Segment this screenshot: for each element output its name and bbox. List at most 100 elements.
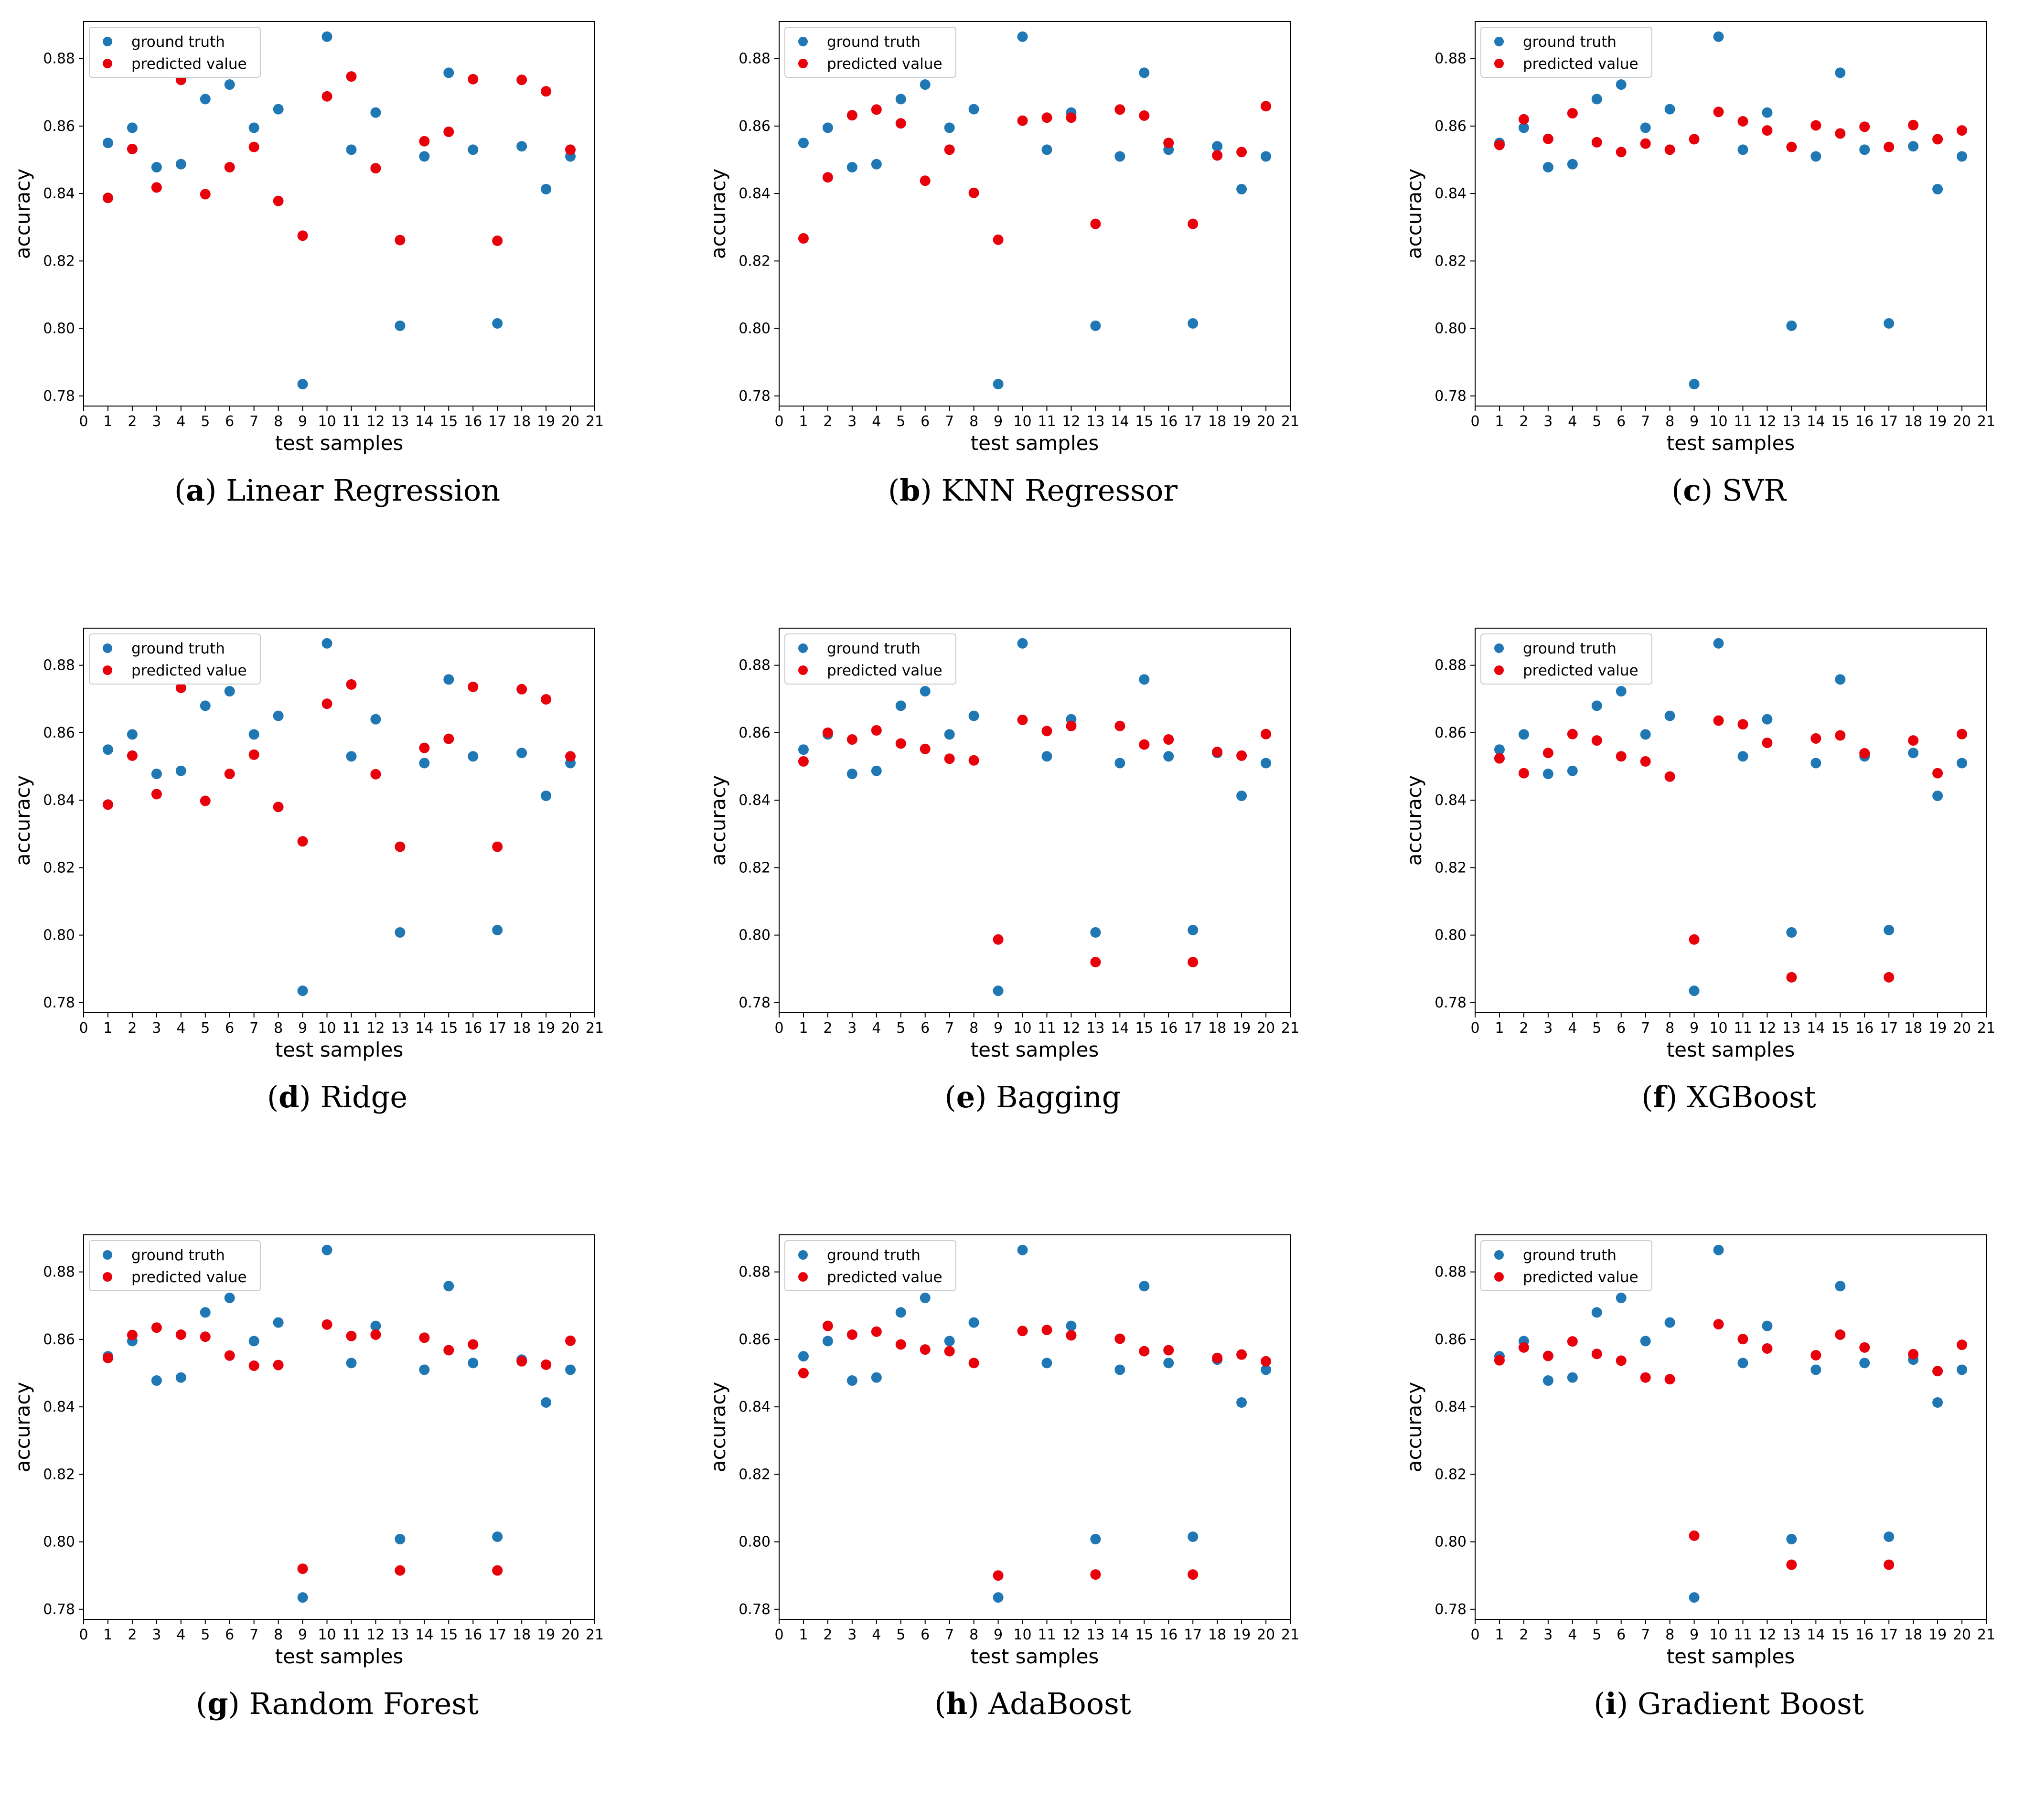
predicted-value-point (1786, 1559, 1797, 1570)
legend-label: predicted value (827, 662, 942, 679)
x-tick-label: 9 (994, 1020, 1003, 1037)
predicted-value-point (297, 836, 308, 847)
x-tick-label: 10 (1013, 413, 1031, 430)
x-tick-label: 13 (1086, 413, 1104, 430)
ground-truth-point (1542, 1375, 1553, 1386)
predicted-value-point (248, 1360, 259, 1371)
predicted-value-point (1591, 1349, 1602, 1360)
x-tick-label: 5 (201, 1627, 210, 1643)
ground-truth-point (175, 1372, 186, 1383)
predicted-value-point (1066, 720, 1077, 731)
legend-marker (798, 643, 808, 653)
x-tick-label: 20 (1257, 413, 1275, 430)
ground-truth-point (1567, 159, 1578, 170)
x-tick-label: 21 (1281, 413, 1299, 430)
x-tick-label: 2 (128, 1020, 137, 1037)
ground-truth-point (1835, 67, 1846, 78)
ground-truth-point (1163, 1358, 1174, 1369)
x-tick-label: 13 (1782, 1020, 1800, 1037)
chart-panel-c: 0 1 2 3 4 5 6 7 8 9 10 11 12 13 14 15 16 17 18 19 20 21 0.78 0.… (1392, 0, 2024, 607)
x-tick-label: 5 (201, 413, 210, 430)
predicted-value-point (993, 1570, 1004, 1581)
ground-truth-point (1640, 122, 1651, 133)
x-tick-label: 19 (537, 413, 555, 430)
legend-label: ground truth (131, 1247, 225, 1264)
x-axis-title: test samples (1667, 1645, 1795, 1668)
predicted-value-point (920, 1344, 931, 1355)
y-tick-label: 0.80 (1435, 321, 1467, 337)
ground-truth-point (1567, 765, 1578, 776)
panel-title: AdaBoost (988, 1686, 1131, 1721)
legend-label: predicted value (1523, 1269, 1638, 1286)
panel-letter: b (900, 473, 921, 508)
predicted-value-point (895, 738, 906, 749)
x-tick-label: 2 (823, 1627, 832, 1643)
ground-truth-point (1066, 1320, 1077, 1331)
x-axis-title: test samples (971, 1038, 1099, 1061)
predicted-value-point (468, 1339, 479, 1350)
ground-truth-point (993, 379, 1004, 390)
predicted-value-point (175, 682, 186, 693)
x-tick-label: 20 (1257, 1020, 1275, 1037)
predicted-value-point (1786, 972, 1797, 983)
y-tick-label: 0.80 (43, 927, 75, 944)
ground-truth-point (1786, 1533, 1797, 1544)
x-tick-label: 1 (103, 413, 112, 430)
ground-truth-point (1017, 1244, 1028, 1255)
predicted-value-point (1066, 1330, 1077, 1341)
y-axis-title: accuracy (707, 1382, 730, 1473)
x-tick-label: 18 (513, 413, 531, 430)
predicted-value-point (395, 1565, 406, 1576)
x-tick-label: 6 (921, 1020, 930, 1037)
predicted-value-point (1041, 726, 1052, 737)
ground-truth-point (822, 122, 833, 133)
x-tick-label: 5 (896, 1627, 905, 1643)
predicted-value-point (1163, 1345, 1174, 1356)
plot-frame (83, 628, 595, 1013)
chart-panel-h: 0 1 2 3 4 5 6 7 8 9 10 11 12 13 14 15 16 17 18 19 20 21 0.78 0.… (696, 1213, 1370, 1820)
panel-title: Random Forest (249, 1686, 479, 1721)
panel-caption: (g) Random Forest (196, 1686, 479, 1721)
x-axis-title: test samples (971, 1645, 1099, 1668)
legend-box (89, 633, 261, 685)
predicted-value-point (419, 742, 430, 753)
predicted-value-point (1640, 1372, 1651, 1383)
x-tick-label: 4 (872, 1627, 881, 1643)
legend: ground truth predicted value (89, 27, 261, 78)
x-tick-label: 3 (1543, 1627, 1553, 1643)
predicted-value-point (565, 144, 576, 155)
x-tick-label: 9 (1690, 1627, 1699, 1643)
x-tick-label: 15 (1135, 413, 1153, 430)
panel-letter: a (186, 473, 205, 508)
x-tick-label: 7 (249, 1627, 258, 1643)
x-tick-label: 4 (872, 1020, 881, 1037)
legend-label: ground truth (1523, 640, 1617, 657)
panel-letter: e (956, 1080, 975, 1114)
x-tick-label: 5 (201, 1020, 210, 1037)
ground-truth-point (1762, 1320, 1773, 1331)
ground-truth-point (1591, 1307, 1602, 1318)
x-tick-label: 18 (1208, 413, 1226, 430)
predicted-value-point (871, 1326, 882, 1337)
ground-truth-point (846, 162, 857, 173)
predicted-value-point (1212, 747, 1223, 758)
predicted-value-point (1762, 125, 1773, 136)
x-tick-label: 21 (1977, 1020, 1995, 1037)
predicted-value-point (920, 175, 931, 186)
x-tick-label: 6 (225, 1627, 234, 1643)
ground-truth-point (1932, 183, 1943, 194)
y-tick-label: 0.84 (739, 1399, 771, 1415)
ground-truth-point (1041, 751, 1052, 762)
predicted-value-point (1518, 114, 1529, 125)
y-tick-label: 0.86 (43, 725, 75, 741)
legend-marker (1494, 59, 1504, 68)
x-tick-label: 8 (969, 1627, 978, 1643)
x-tick-label: 21 (1281, 1020, 1299, 1037)
legend-marker (798, 665, 808, 675)
ground-truth-point (1762, 107, 1773, 118)
ground-truth-point (151, 162, 162, 173)
predicted-value-point (1908, 1349, 1919, 1360)
y-axis-title: accuracy (707, 775, 730, 866)
y-tick-label: 0.86 (43, 1331, 75, 1348)
panel-title: Gradient Boost (1637, 1686, 1864, 1721)
